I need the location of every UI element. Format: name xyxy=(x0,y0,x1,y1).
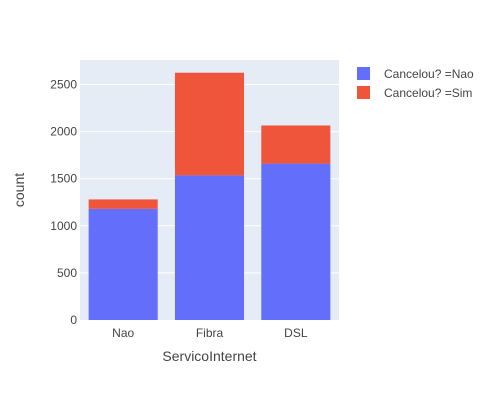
y-tick-label: 1000 xyxy=(50,219,77,233)
y-axis-title: count xyxy=(11,173,27,207)
y-tick-label: 1500 xyxy=(50,172,77,186)
x-axis-title: ServicoInternet xyxy=(162,348,256,364)
legend-swatch xyxy=(357,86,370,99)
x-axis-ticks: Nao Fibra DSL xyxy=(112,326,308,340)
bar-nao-series-2[interactable] xyxy=(88,199,158,209)
x-tick-label: Fibra xyxy=(196,326,224,340)
legend-label: Cancelou? =Sim xyxy=(384,86,472,100)
x-tick-label: Nao xyxy=(112,326,134,340)
bar-fibra-series-1[interactable] xyxy=(174,175,245,320)
y-tick-label: 2500 xyxy=(50,77,77,91)
bar-dsl-series-1[interactable] xyxy=(261,163,331,320)
bar-nao-series-1[interactable] xyxy=(88,208,158,320)
legend-item[interactable]: Cancelou? =Nao xyxy=(357,67,474,81)
bars xyxy=(88,72,331,320)
legend: Cancelou? =Nao Cancelou? =Sim xyxy=(357,67,474,100)
legend-swatch xyxy=(357,67,370,80)
legend-label: Cancelou? =Nao xyxy=(384,67,474,81)
y-tick-label: 500 xyxy=(57,266,77,280)
y-tick-label: 2000 xyxy=(50,125,77,139)
x-tick-label: DSL xyxy=(284,326,308,340)
bar-fibra-series-2[interactable] xyxy=(174,72,245,176)
legend-item[interactable]: Cancelou? =Sim xyxy=(357,86,472,100)
y-tick-label: 0 xyxy=(70,313,77,327)
y-axis-ticks: 0 500 1000 1500 2000 2500 xyxy=(50,77,77,327)
bar-dsl-series-2[interactable] xyxy=(261,125,331,164)
